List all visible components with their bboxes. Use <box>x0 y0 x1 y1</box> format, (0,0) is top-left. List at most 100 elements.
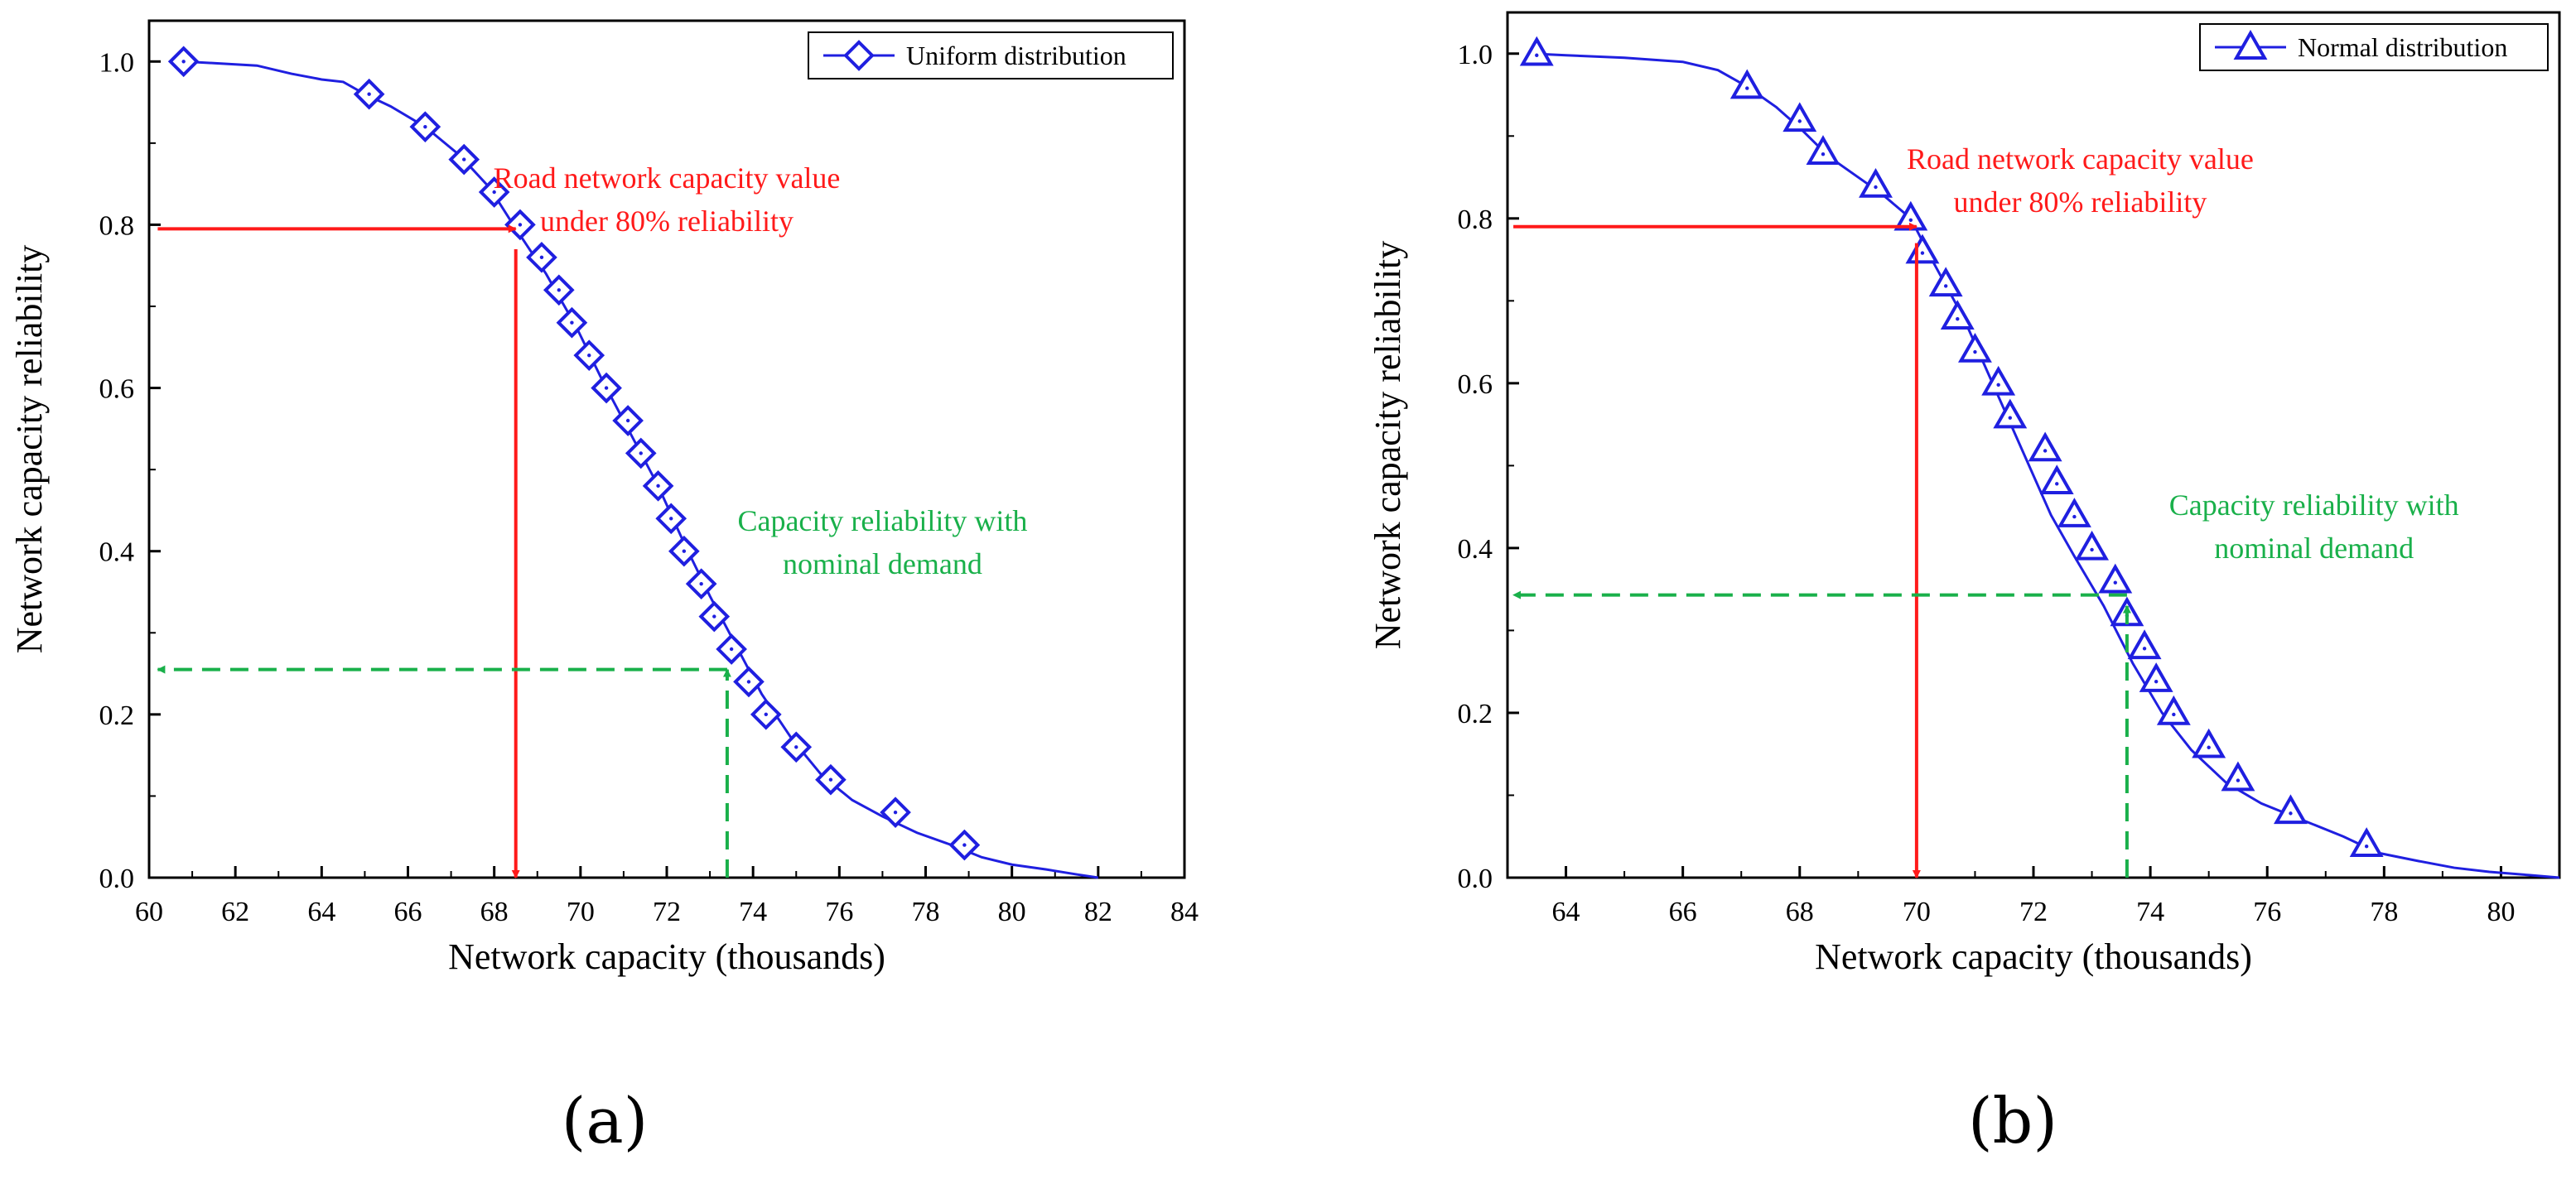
data-point-dot <box>669 517 673 521</box>
data-point-dot <box>367 92 371 96</box>
data-point-marker <box>1905 233 1940 264</box>
nominal-demand-annotation-line: nominal demand <box>2214 532 2414 565</box>
x-tick-label: 64 <box>1552 897 1580 927</box>
data-point-marker <box>2039 464 2074 495</box>
data-point-dot <box>2289 811 2293 816</box>
y-tick-label: 0.2 <box>99 700 135 731</box>
x-tick-label: 68 <box>1786 897 1814 927</box>
data-point-marker <box>1859 167 1893 198</box>
data-point-marker <box>2057 498 2091 527</box>
data-point-dot <box>2072 514 2077 519</box>
data-point-dot <box>1535 53 1539 57</box>
data-point-dot <box>764 712 768 717</box>
x-tick-label: 72 <box>2019 897 2048 927</box>
y-tick-label: 0.6 <box>1458 369 1493 400</box>
y-tick-label: 0.0 <box>99 864 135 894</box>
data-point-marker <box>2273 794 2308 825</box>
data-point-dot <box>2090 547 2094 552</box>
data-point-marker <box>2139 662 2173 692</box>
data-point-marker <box>1981 365 2016 396</box>
x-tick-label: 76 <box>825 897 853 927</box>
data-point-dot <box>699 581 703 586</box>
data-point-dot <box>893 810 898 815</box>
data-point-dot <box>656 484 660 489</box>
data-point-dot <box>1745 86 1749 90</box>
plot-frame <box>147 19 1186 879</box>
x-tick-label: 70 <box>567 897 595 927</box>
data-point-marker <box>2127 629 2162 660</box>
data-point-dot <box>518 223 523 227</box>
panel-caption: (a) <box>562 1084 649 1158</box>
x-tick-label: 68 <box>480 897 509 927</box>
data-point-dot <box>625 418 630 423</box>
x-tick-label: 78 <box>2370 897 2398 927</box>
y-tick-label: 0.8 <box>1458 205 1493 235</box>
panel-a: 60 62 64 66 68 70 72 74 76 78 80 82 84 0.0 0.2 0.4 0.6 0.… <box>9 19 1199 1158</box>
x-tick-label: 84 <box>1170 897 1199 927</box>
x-tick-label: 70 <box>1903 897 1931 927</box>
data-point-dot <box>2142 647 2147 651</box>
y-tick-label: 0.0 <box>1458 864 1493 894</box>
data-point-dot <box>1956 317 1960 321</box>
data-point-marker <box>2349 827 2384 857</box>
data-point-marker <box>1806 135 1840 165</box>
data-point-dot <box>2207 745 2211 749</box>
data-point-dot <box>570 320 574 325</box>
y-axis-label: Network capacity reliability <box>9 245 50 654</box>
data-point-dot <box>423 124 427 129</box>
data-point-dot <box>1797 119 1802 123</box>
data-point-dot <box>1996 383 2000 387</box>
x-axis-label: Network capacity (thousands) <box>1815 936 2252 977</box>
data-point-dot <box>729 647 734 652</box>
data-point-dot <box>181 60 186 64</box>
y-tick-label: 0.8 <box>99 210 135 241</box>
legend-label: Uniform distribution <box>906 41 1126 70</box>
data-point-dot <box>539 255 544 260</box>
data-point-marker <box>1993 398 2028 429</box>
legend-marker <box>2233 29 2268 60</box>
x-tick-label: 76 <box>2253 897 2281 927</box>
data-point-marker <box>2075 530 2110 561</box>
data-point-dot <box>1943 284 1948 288</box>
x-tick-label: 80 <box>2487 897 2515 927</box>
data-point-dot <box>828 777 833 782</box>
y-tick-label: 0.4 <box>99 537 135 568</box>
y-tick-label: 0.6 <box>99 374 135 405</box>
x-tick-label: 64 <box>307 897 335 927</box>
data-point-marker <box>2098 563 2133 594</box>
data-point-dot <box>462 157 466 161</box>
reliability-80-annotation-line: Road network capacity value <box>1907 142 2254 176</box>
data-point-dot <box>1908 218 1913 223</box>
x-tick-label: 60 <box>135 897 163 927</box>
data-point-marker <box>1940 300 1975 330</box>
data-point-marker <box>1729 69 1764 99</box>
data-point-dot <box>2154 679 2159 684</box>
data-point-dot <box>746 680 751 684</box>
y-tick-label: 1.0 <box>99 47 135 78</box>
data-point-dot <box>492 190 496 195</box>
data-point-dot <box>2172 712 2176 717</box>
y-tick-label: 0.2 <box>1458 699 1493 729</box>
data-point-marker <box>2156 695 2191 725</box>
legend-marker <box>843 40 875 71</box>
reliability-80-annotation-line: Road network capacity value <box>494 161 841 195</box>
x-tick-label: 82 <box>1084 897 1112 927</box>
data-point-dot <box>587 353 591 358</box>
x-tick-label: 78 <box>912 897 940 927</box>
data-point-dot <box>682 549 687 553</box>
data-point-marker <box>1782 102 1817 132</box>
nominal-demand-annotation-line: nominal demand <box>783 547 982 580</box>
data-point-dot <box>2364 844 2369 849</box>
data-point-marker <box>2028 431 2062 462</box>
panel-caption: (b) <box>1968 1084 2057 1158</box>
data-point-dot <box>557 288 561 292</box>
data-point-dot <box>1973 349 1977 354</box>
data-point-marker <box>1928 267 1963 297</box>
legend-label: Normal distribution <box>2298 32 2507 62</box>
data-point-dot <box>2113 580 2117 585</box>
x-tick-label: 66 <box>1669 897 1697 927</box>
data-point-dot <box>2236 778 2241 782</box>
data-point-marker <box>1957 333 1992 363</box>
x-axis-label: Network capacity (thousands) <box>448 936 885 977</box>
